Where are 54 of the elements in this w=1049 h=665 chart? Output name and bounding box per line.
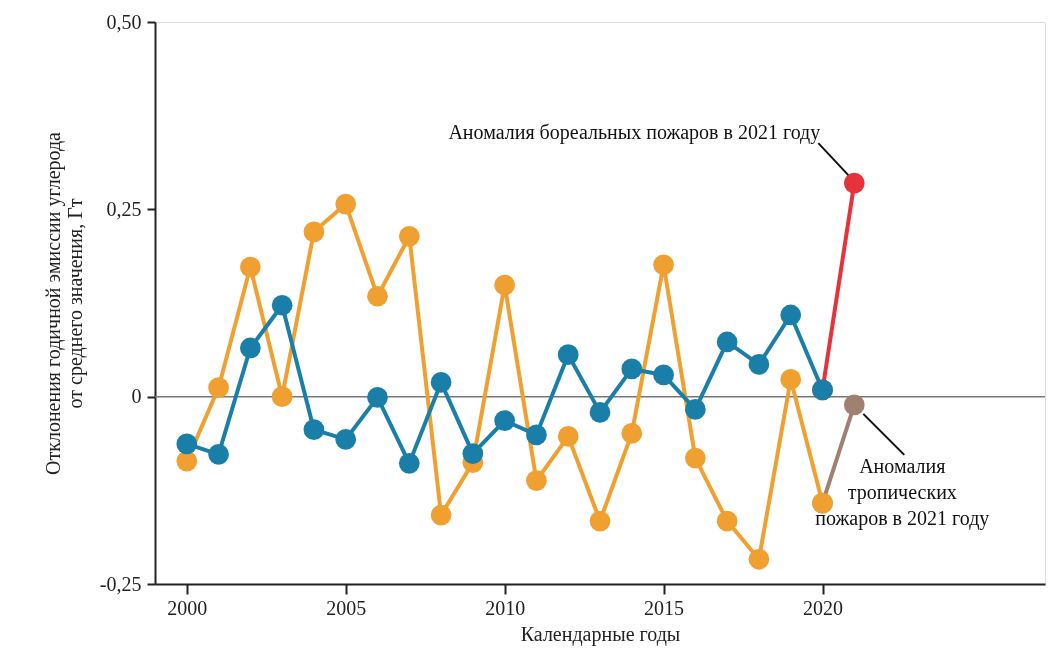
point: [494, 410, 516, 431]
y-tick-label: -0,25: [99, 572, 142, 595]
point: [367, 285, 388, 307]
point: [208, 444, 229, 465]
point: [239, 256, 261, 278]
x-tick-label: 2010: [485, 596, 526, 619]
point: [589, 510, 611, 532]
annotation: Аномалия бореальных пожаров в 2021 году: [448, 121, 821, 145]
point: [557, 426, 579, 447]
point: [526, 470, 547, 491]
point: [526, 424, 547, 446]
x-tick-label: 2015: [644, 596, 685, 619]
point: [716, 331, 738, 353]
point: [335, 193, 357, 215]
x-tick-label: 2005: [326, 596, 367, 619]
point: [843, 172, 865, 194]
point: [430, 372, 452, 393]
point: [653, 364, 674, 386]
point: [494, 274, 516, 296]
point: [621, 423, 643, 444]
point: [176, 450, 198, 472]
point: [843, 394, 865, 416]
point: [398, 453, 420, 474]
point: [653, 254, 674, 276]
y-axis-title: Отклонения годичной эмиссии углерода от среднего значения, Гт: [41, 131, 87, 475]
point: [239, 337, 261, 359]
point: [780, 304, 802, 326]
y-tick-label: 0: [131, 385, 142, 408]
x-axis-title: Календарные годы: [520, 622, 681, 646]
point: [557, 344, 579, 366]
point: [684, 447, 706, 469]
point: [748, 354, 770, 375]
x-tick-label: 2020: [803, 596, 843, 619]
point: [367, 387, 388, 408]
point: [303, 221, 325, 243]
point: [303, 419, 325, 440]
point: [271, 294, 293, 316]
y-tick-label: 0,25: [106, 197, 142, 220]
y-tick-label: 0,50: [106, 10, 142, 33]
point: [589, 402, 611, 423]
point: [335, 429, 357, 450]
point: [462, 443, 484, 464]
point: [621, 358, 643, 380]
x-tick-label: 2000: [167, 596, 208, 619]
point: [430, 504, 452, 526]
point: [684, 399, 706, 420]
point: [398, 225, 420, 247]
point: [716, 510, 738, 532]
annotation: Аномалия тропических пожаров в 2021 году: [815, 454, 990, 530]
point: [780, 369, 802, 390]
point: [208, 377, 229, 399]
point: [176, 433, 198, 455]
point: [748, 548, 770, 570]
point: [271, 386, 293, 408]
